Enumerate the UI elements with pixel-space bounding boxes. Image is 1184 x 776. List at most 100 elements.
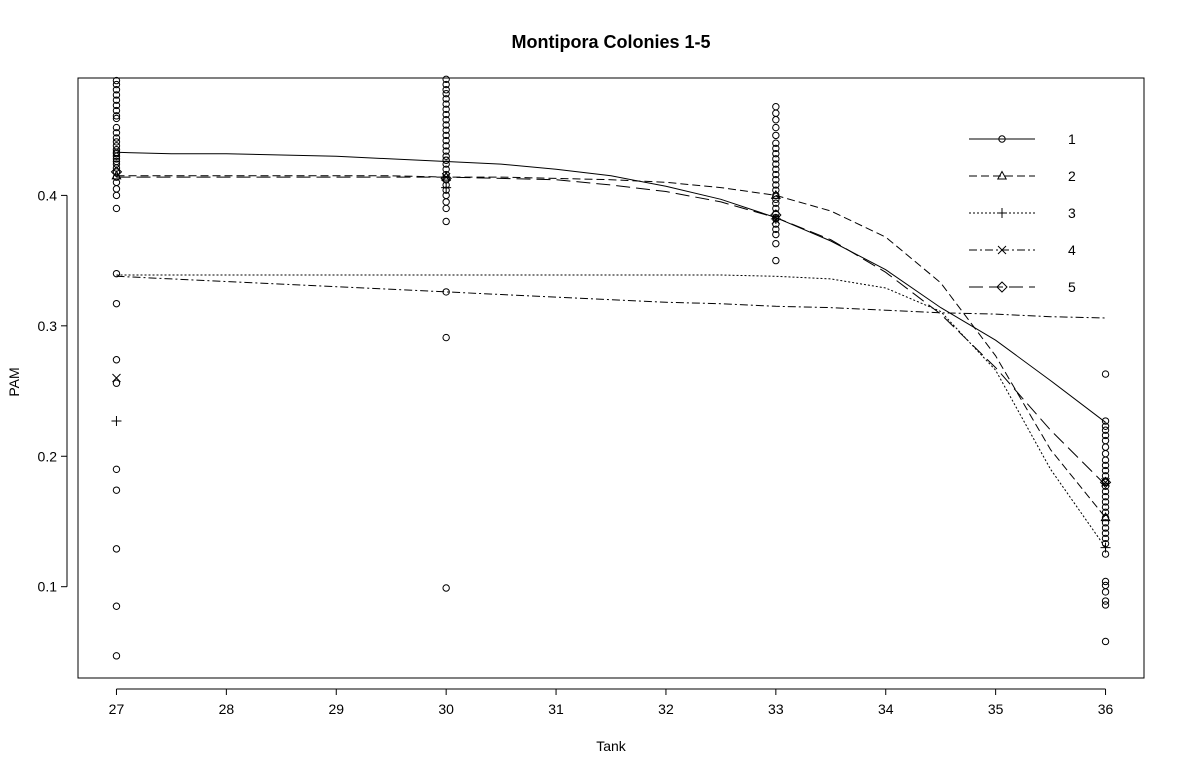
series-5-line — [116, 176, 1106, 486]
x-tick-label: 33 — [768, 701, 784, 717]
observation-point — [112, 191, 121, 200]
observation-point — [772, 195, 780, 204]
x-tick-label: 32 — [658, 701, 674, 717]
observation-point — [112, 76, 121, 85]
observation-point — [1101, 487, 1110, 496]
observation-point — [112, 652, 121, 660]
observation-point — [112, 269, 121, 278]
legend-marker-4 — [997, 245, 1007, 255]
observation-point — [1101, 601, 1110, 609]
observation-point — [772, 149, 780, 158]
observation-point — [442, 198, 450, 206]
observation-point — [772, 123, 780, 132]
observation-point — [1101, 637, 1110, 646]
observation-point — [112, 168, 121, 176]
chart-title: Montipora Colonies 1-5 — [511, 32, 710, 52]
observation-point — [1101, 597, 1110, 605]
observation-point — [772, 204, 780, 213]
observation-point — [1101, 417, 1110, 425]
observation-point — [1101, 431, 1110, 440]
observation-point — [112, 101, 121, 110]
observation-point — [112, 86, 121, 94]
observation-point — [1101, 426, 1110, 434]
observation-point — [112, 545, 121, 553]
plot-content — [110, 75, 1112, 660]
observation-point — [772, 176, 780, 184]
series-5-point — [440, 172, 452, 185]
observation-point — [772, 239, 780, 248]
observation-point — [772, 116, 780, 124]
series-3-line — [116, 274, 1106, 548]
observation-point — [1101, 492, 1110, 501]
observation-point — [1101, 529, 1110, 537]
legend-label-4: 4 — [1068, 242, 1076, 258]
observation-point — [772, 160, 780, 168]
observation-point — [442, 204, 450, 213]
observation-point — [442, 584, 450, 592]
observation-point — [1101, 482, 1110, 490]
x-axis-label: Tank — [596, 738, 627, 754]
observation-point — [1101, 577, 1110, 586]
observation-point — [442, 110, 450, 119]
observation-point — [772, 131, 780, 140]
observation-point — [442, 100, 450, 108]
y-tick-label: 0.3 — [38, 318, 58, 334]
y-tick-label: 0.4 — [38, 187, 58, 203]
x-tick-label: 31 — [548, 701, 564, 717]
observation-point — [442, 126, 450, 134]
observation-point — [1101, 498, 1110, 506]
observation-point — [1101, 461, 1110, 470]
series-3-point — [441, 182, 452, 193]
observation-point — [442, 89, 450, 98]
series-2-point — [1100, 512, 1111, 522]
observation-point — [442, 131, 450, 140]
legend-label-1: 1 — [1068, 131, 1076, 147]
legend-marker-3 — [997, 208, 1007, 218]
observation-point — [442, 217, 450, 226]
observation-point — [112, 185, 121, 193]
y-tick-label: 0.1 — [38, 579, 58, 595]
observation-point — [772, 199, 780, 207]
observation-point — [1101, 443, 1110, 451]
x-tick-label: 28 — [219, 701, 235, 717]
series-1-line — [116, 151, 1106, 423]
observation-point — [442, 80, 450, 89]
x-tick-label: 30 — [438, 701, 454, 717]
observation-point — [1101, 534, 1110, 543]
x-tick-label: 35 — [988, 701, 1004, 717]
observation-point — [112, 80, 121, 89]
legend-label-5: 5 — [1068, 279, 1076, 295]
observation-point — [1101, 508, 1110, 517]
observation-point — [1101, 449, 1110, 458]
observation-point — [772, 225, 780, 234]
legend-marker-5 — [996, 281, 1008, 293]
observation-point — [112, 299, 121, 308]
observation-point — [772, 155, 780, 163]
series-5-point — [1099, 476, 1112, 489]
observation-point — [442, 136, 450, 145]
series-1-point — [442, 156, 450, 164]
observation-point — [442, 121, 450, 129]
observation-point — [772, 256, 780, 265]
plot-frame — [77, 77, 1145, 679]
observation-point — [772, 230, 780, 239]
x-tick-label: 27 — [109, 701, 125, 717]
observation-point — [112, 486, 121, 494]
observation-point — [112, 465, 121, 474]
observation-point — [1101, 370, 1110, 378]
observation-point — [112, 204, 121, 213]
series-1-point — [112, 148, 121, 157]
observation-point — [772, 144, 780, 153]
series-2-point — [770, 189, 781, 199]
observation-point — [442, 86, 450, 94]
series-2-point — [441, 171, 452, 181]
observation-point — [112, 379, 121, 387]
observation-point — [1101, 588, 1110, 596]
series-5-point — [110, 166, 123, 178]
observation-point — [112, 91, 121, 99]
legend-label-2: 2 — [1068, 168, 1076, 184]
series-3-point — [111, 416, 122, 427]
observation-point — [442, 116, 450, 124]
observation-point — [112, 123, 121, 132]
